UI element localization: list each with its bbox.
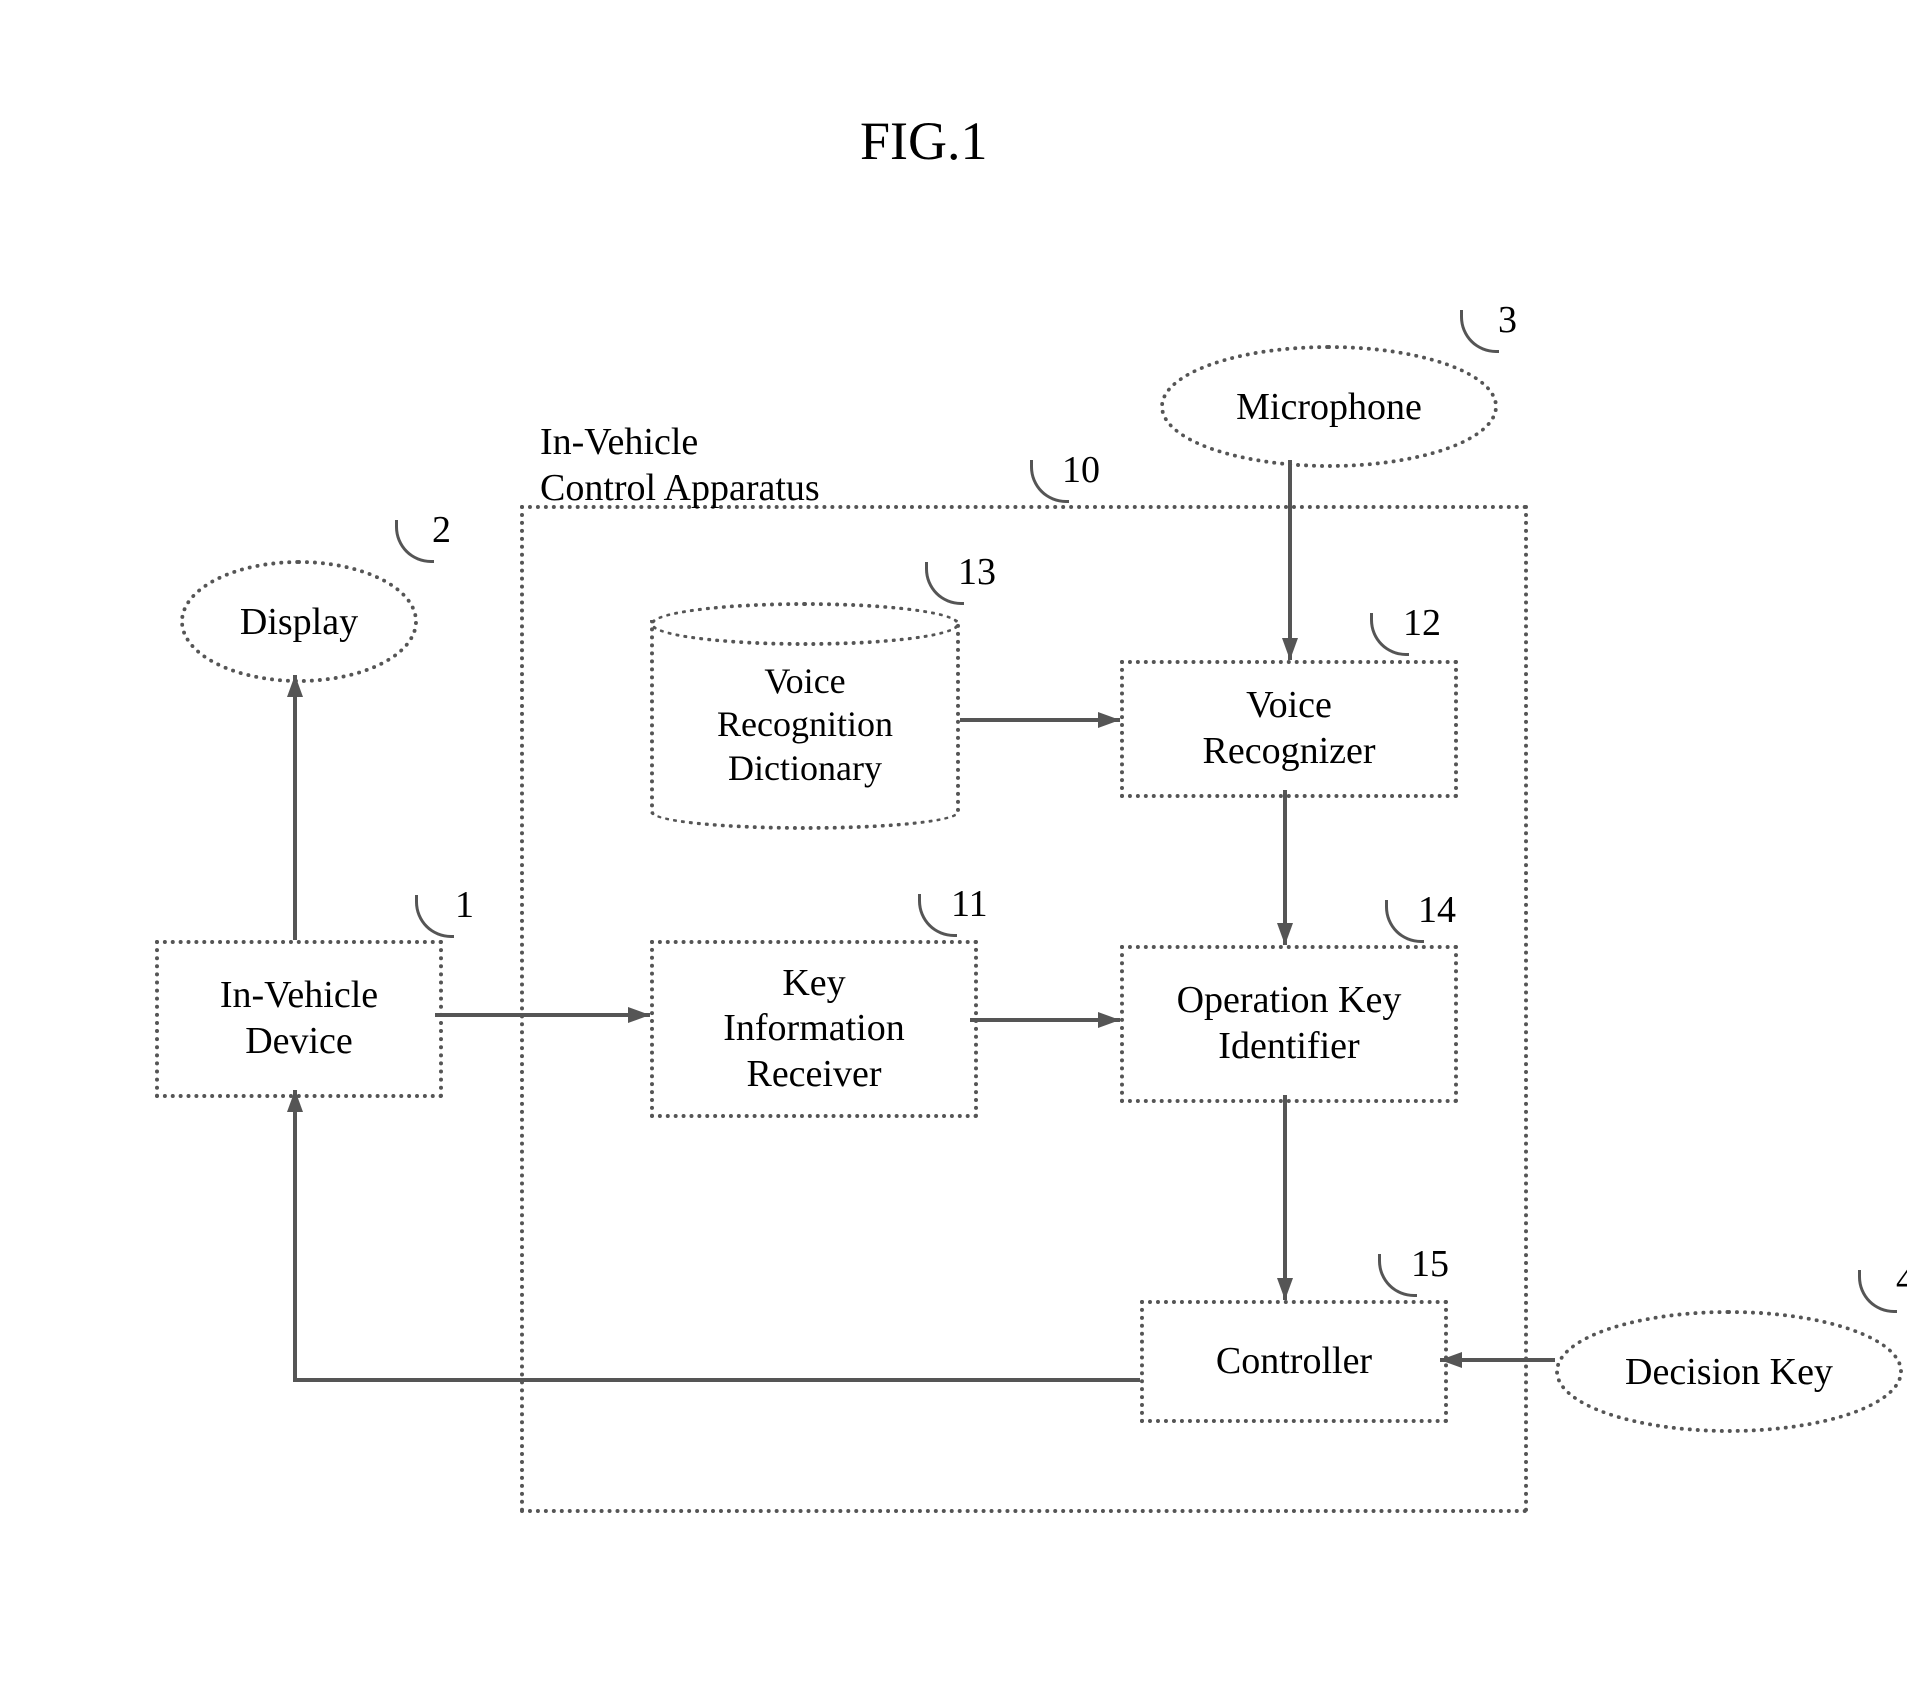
ref-hook-icon xyxy=(415,895,454,938)
node-key-info-receiver: Key Information Receiver xyxy=(650,940,978,1118)
ref-hook-icon xyxy=(395,520,434,563)
ref-hook-icon xyxy=(1460,310,1499,353)
ref-dict: 13 xyxy=(958,550,996,594)
node-display-label: Display xyxy=(240,600,358,644)
diagram-canvas: FIG.1 In-Vehicle Control Apparatus Displ… xyxy=(0,0,1907,1684)
ref-ctrl: 15 xyxy=(1411,1242,1449,1286)
ref-display: 2 xyxy=(432,508,451,552)
ref-voicerec: 12 xyxy=(1403,601,1441,645)
ref-container: 10 xyxy=(1062,448,1100,492)
node-dictionary: Voice Recognition Dictionary xyxy=(650,620,960,830)
ref-opkey: 14 xyxy=(1418,888,1456,932)
ref-keyinfo: 11 xyxy=(951,882,988,926)
figure-title: FIG.1 xyxy=(860,110,988,172)
node-decision-key: Decision Key xyxy=(1555,1310,1903,1433)
node-controller: Controller xyxy=(1140,1300,1448,1423)
node-controller-label: Controller xyxy=(1216,1339,1372,1385)
node-decision-key-label: Decision Key xyxy=(1625,1350,1833,1394)
node-display: Display xyxy=(180,560,418,683)
node-microphone-label: Microphone xyxy=(1236,385,1422,429)
container-label: In-Vehicle Control Apparatus xyxy=(540,420,820,511)
node-voice-recognizer-label: Voice Recognizer xyxy=(1202,683,1375,774)
node-key-info-receiver-label: Key Information Receiver xyxy=(723,961,905,1098)
node-operation-key-identifier: Operation Key Identifier xyxy=(1120,945,1458,1103)
node-voice-recognizer: Voice Recognizer xyxy=(1120,660,1458,798)
node-operation-key-identifier-label: Operation Key Identifier xyxy=(1177,978,1402,1069)
ref-hook-icon xyxy=(1858,1270,1897,1313)
node-dictionary-label: Voice Recognition Dictionary xyxy=(717,660,893,790)
node-device: In-Vehicle Device xyxy=(155,940,443,1098)
node-microphone: Microphone xyxy=(1160,345,1498,468)
ref-device: 1 xyxy=(455,883,474,927)
node-device-label: In-Vehicle Device xyxy=(220,973,378,1064)
ref-decision: 4 xyxy=(1896,1258,1907,1302)
ref-mic: 3 xyxy=(1498,298,1517,342)
